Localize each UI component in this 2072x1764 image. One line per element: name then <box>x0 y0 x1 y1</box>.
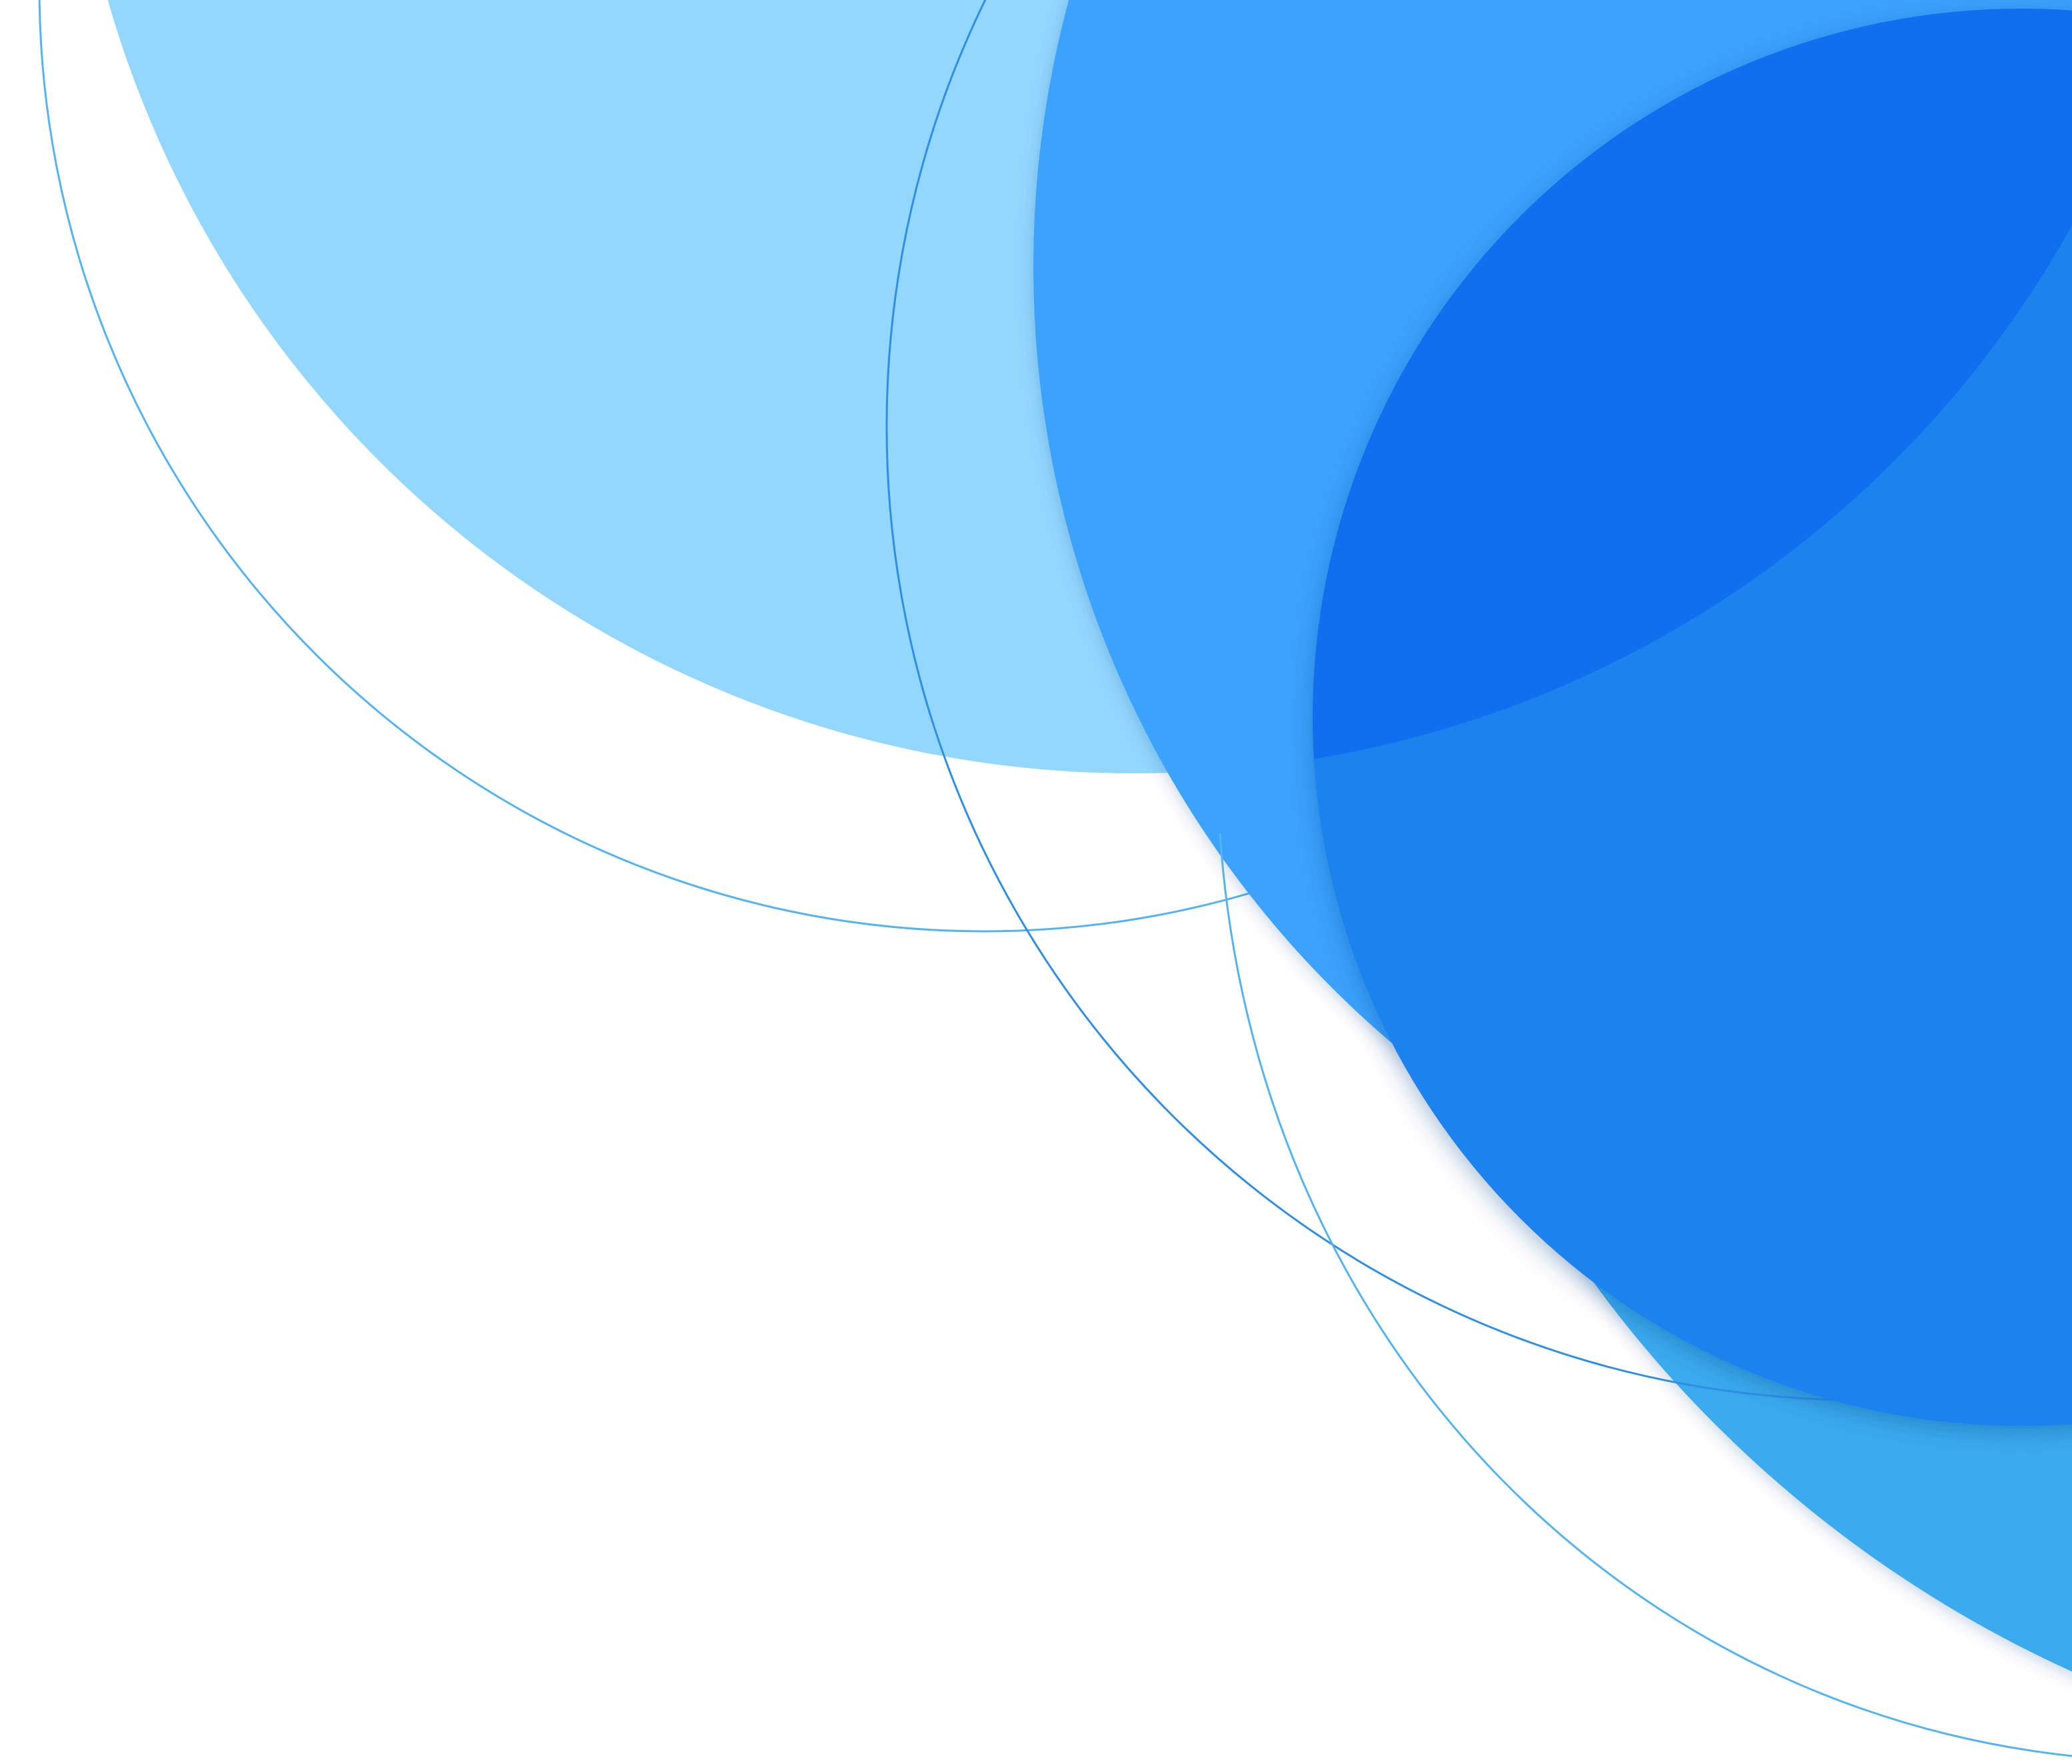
cobalt-lens <box>1313 9 2072 773</box>
outline-ring-left <box>38 0 1930 933</box>
outline-ring-lower <box>1219 833 2072 1757</box>
